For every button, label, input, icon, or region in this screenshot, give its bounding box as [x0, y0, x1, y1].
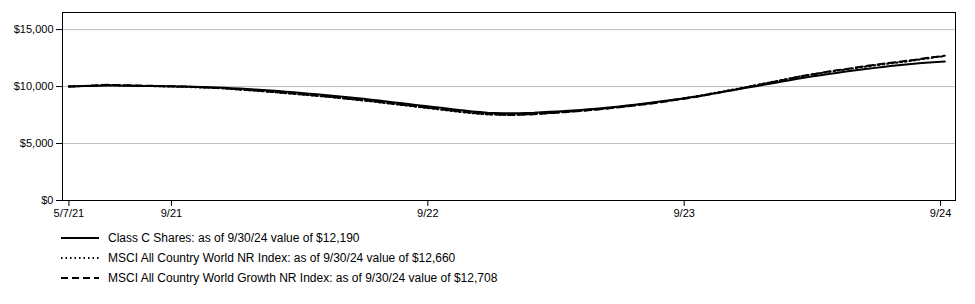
svg-text:$15,000: $15,000 [14, 23, 54, 35]
html-text:MSCI All Country World Growth: MSCI All Country World Growth NR Index: … [108, 271, 498, 285]
svg-text:$5,000: $5,000 [20, 137, 54, 149]
html-text:MSCI All Country World NR Inde: MSCI All Country World NR Index: as of 9… [108, 251, 456, 265]
svg-text:$0: $0 [41, 194, 53, 206]
svg-text:9/22: 9/22 [417, 207, 438, 219]
svg-text:9/21: 9/21 [161, 207, 182, 219]
svg-text:$10,000: $10,000 [14, 80, 54, 92]
svg-text:5/7/21: 5/7/21 [54, 207, 85, 219]
svg-text:9/23: 9/23 [673, 207, 694, 219]
html-text:Class C Shares: as of 9/30/24: Class C Shares: as of 9/30/24 value of $… [108, 231, 360, 245]
svg-text:9/24: 9/24 [930, 207, 951, 219]
